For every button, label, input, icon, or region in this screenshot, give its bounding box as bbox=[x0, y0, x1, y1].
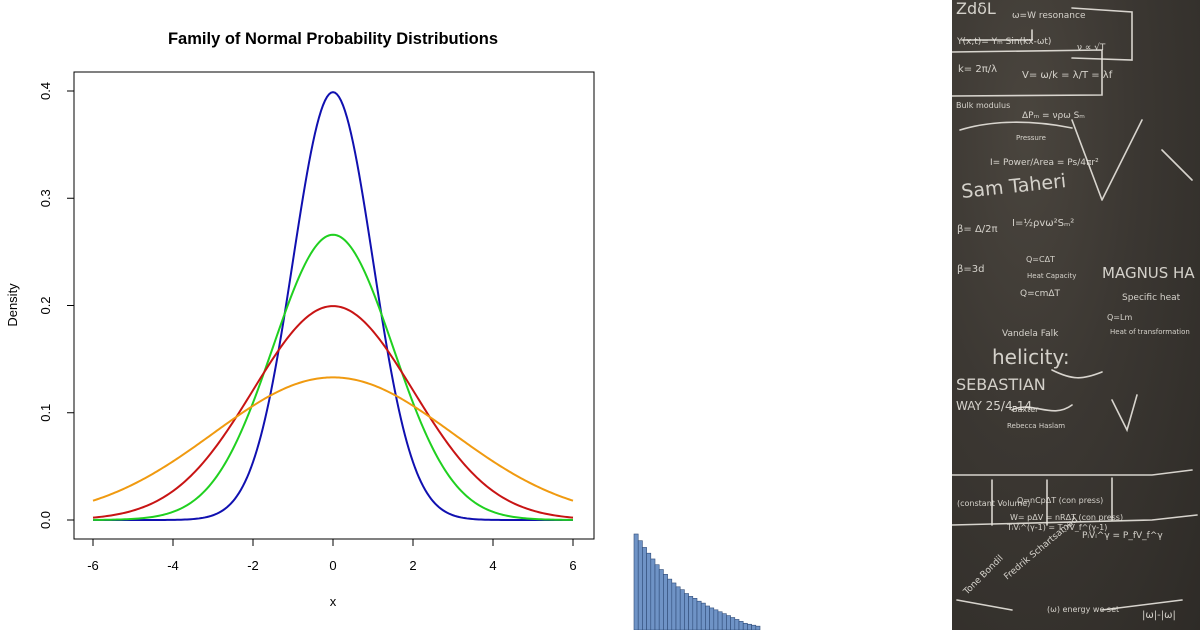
histogram-bar bbox=[713, 609, 719, 630]
chalk-text: Heat Capacity bbox=[1027, 272, 1076, 280]
x-tick-label: 2 bbox=[409, 558, 416, 573]
histogram-bar bbox=[637, 540, 643, 630]
histogram-bar bbox=[646, 552, 652, 630]
histogram-bar bbox=[730, 617, 736, 630]
x-tick-label: 6 bbox=[569, 558, 576, 573]
chalk-text: β= Δ/2π bbox=[957, 224, 998, 235]
histogram-bar bbox=[688, 596, 694, 630]
x-tick-label: -4 bbox=[167, 558, 179, 573]
chalk-text: SEBASTIAN bbox=[956, 375, 1046, 394]
chalk-text: V= ω/k = λ/T = λf bbox=[1022, 70, 1113, 81]
histogram-bar bbox=[663, 574, 668, 630]
chalk-text: Bulk modulus bbox=[956, 101, 1010, 110]
chalk-text: Specific heat bbox=[1122, 293, 1181, 303]
chalk-text: k= 2π/λ bbox=[958, 64, 997, 75]
chalk-text: Q=nCpΔT (con press) bbox=[1017, 496, 1103, 505]
histogram-bar bbox=[726, 615, 731, 630]
density-curves bbox=[92, 91, 574, 521]
chalk-text: helicity: bbox=[992, 345, 1070, 369]
histogram-bar bbox=[650, 558, 656, 630]
histogram-bar bbox=[709, 607, 715, 630]
histogram-bar bbox=[742, 622, 748, 630]
chalk-text: Sam Taheri bbox=[960, 170, 1067, 203]
chalk-text: Q=cmΔT bbox=[1020, 289, 1060, 299]
chalk-text: (constant Volume) bbox=[957, 499, 1030, 508]
chalk-writing: ZdδL ω=W resonance Y(x,t)= Yₘ Sin(kx-ωt) ν … bbox=[952, 0, 1198, 621]
histogram-bar bbox=[717, 611, 723, 630]
chalk-text: β=3d bbox=[957, 264, 984, 275]
chalkboard-photo: ZdδL ω=W resonance Y(x,t)= Yₘ Sin(kx-ωt) ν … bbox=[952, 0, 1200, 630]
histogram-bar bbox=[675, 586, 681, 630]
chart-title: Family of Normal Probability Distributio… bbox=[168, 30, 498, 48]
chalk-text: ΔPₘ = νρω Sₘ bbox=[1022, 111, 1085, 121]
histogram-bar bbox=[671, 582, 677, 630]
chalk-text: (ω) energy we set bbox=[1047, 605, 1119, 614]
chalk-text: ν ∝ √T bbox=[1077, 42, 1106, 53]
chalk-text: Q=Lm bbox=[1107, 313, 1132, 322]
x-tick-label: -6 bbox=[87, 558, 99, 573]
x-tick-label: 4 bbox=[489, 558, 496, 573]
histogram-bar bbox=[721, 613, 727, 630]
density-curve-1 bbox=[93, 91, 573, 521]
chalk-text: Q=CΔT bbox=[1026, 255, 1055, 264]
y-tick-label: 0.4 bbox=[38, 82, 53, 100]
chalk-text: ZdδL bbox=[956, 0, 996, 18]
chalk-text: Baxter bbox=[1012, 405, 1039, 414]
density-curve-3 bbox=[92, 305, 574, 519]
chalk-text: W= pΔV = nRΔT (con press) bbox=[1010, 513, 1123, 522]
chalk-text: Y(x,t)= Yₘ Sin(kx-ωt) bbox=[956, 37, 1051, 47]
y-tick-label: 0.0 bbox=[38, 511, 53, 529]
density-curve-4 bbox=[92, 376, 574, 502]
histogram-bar bbox=[696, 600, 702, 630]
y-axis: 0.0 0.1 0.2 0.3 0.4 bbox=[38, 82, 75, 529]
histogram-bar bbox=[705, 605, 710, 630]
histogram-bar bbox=[642, 547, 647, 630]
histogram-bar bbox=[658, 569, 664, 630]
y-axis-label: Density bbox=[5, 283, 20, 327]
x-tick-label: -2 bbox=[247, 558, 259, 573]
histogram-bar bbox=[654, 564, 660, 630]
histogram-bar bbox=[738, 621, 744, 630]
y-tick-label: 0.3 bbox=[38, 189, 53, 207]
y-tick-label: 0.2 bbox=[38, 296, 53, 314]
histogram-bar bbox=[692, 598, 698, 630]
x-axis-label: x bbox=[330, 594, 337, 609]
chalk-text: I= Power/Area = Ps/4πr² bbox=[990, 158, 1099, 168]
histogram-bar bbox=[747, 623, 752, 630]
chalk-text: MAGNUS HA bbox=[1102, 264, 1195, 282]
histogram-bar bbox=[633, 533, 639, 630]
chalk-text: I=½ρvω²Sₘ² bbox=[1012, 217, 1074, 229]
histogram-bar bbox=[679, 589, 685, 630]
histogram-bar bbox=[751, 624, 757, 630]
density-curve-2 bbox=[92, 233, 574, 521]
chalk-text: Tone Bondil bbox=[961, 554, 1005, 598]
chalk-text: Vandela Falk bbox=[1002, 329, 1059, 339]
chalk-text: |ω|-|ω| bbox=[1142, 610, 1176, 621]
histogram-bar bbox=[755, 625, 761, 630]
histogram-bar bbox=[684, 593, 689, 630]
chalk-text: TᵢVᵢ^(γ-1) = T_fV_f^(γ-1) bbox=[1006, 523, 1107, 532]
x-tick-label: 0 bbox=[329, 558, 336, 573]
chalk-text: ω=W resonance bbox=[1012, 11, 1086, 21]
chalk-text: Rebecca Haslam bbox=[1007, 422, 1065, 430]
chalk-text: PᵢVᵢ^γ = P_fV_f^γ bbox=[1082, 531, 1163, 541]
chalk-text: WAY 25/4-14 bbox=[956, 399, 1032, 413]
decorative-histogram bbox=[633, 533, 761, 630]
chalk-text-group: ZdδL ω=W resonance Y(x,t)= Yₘ Sin(kx-ωt) ν … bbox=[956, 0, 1195, 621]
histogram-bar bbox=[734, 619, 740, 630]
histogram-bar bbox=[700, 602, 706, 630]
normal-distribution-chart: Family of Normal Probability Distributio… bbox=[5, 30, 595, 609]
y-tick-label: 0.1 bbox=[38, 404, 53, 422]
chalk-text: Heat of transformation bbox=[1110, 328, 1190, 336]
chalk-strokes bbox=[952, 7, 1198, 611]
histogram-bars bbox=[633, 533, 761, 630]
histogram-bar bbox=[667, 578, 673, 630]
x-axis: -6 -4 -2 0 2 4 6 bbox=[87, 538, 577, 573]
chalk-text: Pressure bbox=[1016, 134, 1046, 142]
